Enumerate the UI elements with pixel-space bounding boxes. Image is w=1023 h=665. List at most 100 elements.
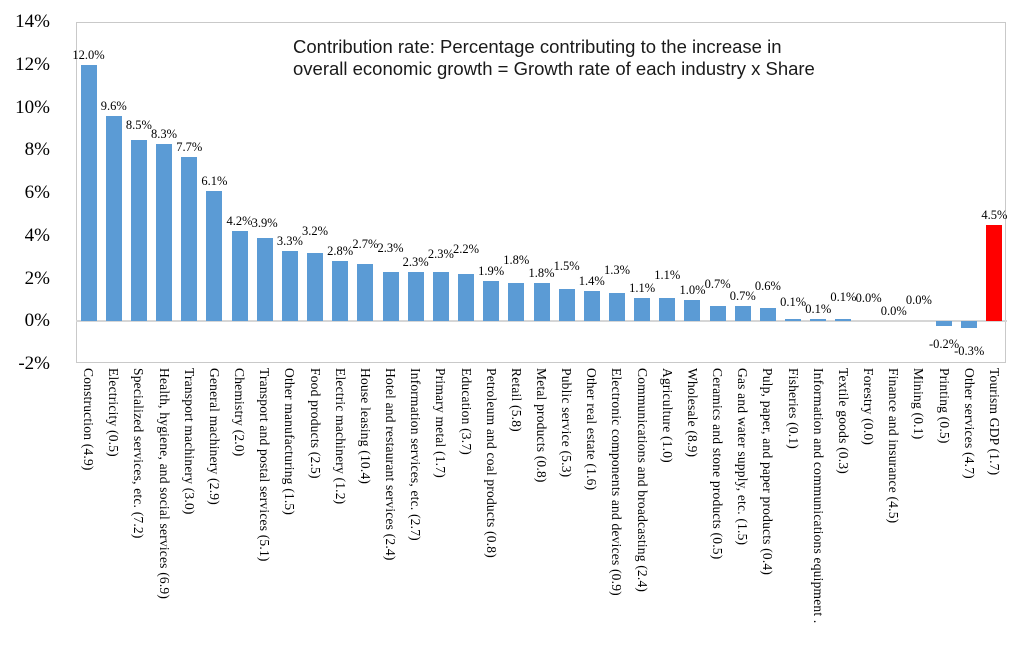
- bar: [634, 297, 651, 322]
- category-label: Information and communications equipment…: [810, 368, 826, 624]
- category-label: Education (3.7): [458, 368, 474, 455]
- y-axis-tick-label: 12%: [15, 53, 50, 75]
- bar-value-label: 4.2%: [226, 214, 253, 229]
- bar-value-label: 7.7%: [176, 139, 203, 154]
- bar-value-label: -0.3%: [954, 343, 985, 358]
- bar-value-label: 1.0%: [679, 282, 706, 297]
- category-label: Wholesale (8.9): [684, 368, 700, 458]
- bar: [181, 156, 198, 322]
- bar: [961, 321, 978, 328]
- bar-value-label: 0.0%: [880, 304, 907, 319]
- bar: [407, 272, 424, 322]
- category-label: Gas and water supply, etc. (1.5): [735, 368, 751, 546]
- bar-value-label: 0.0%: [905, 293, 932, 308]
- bar: [231, 231, 248, 322]
- y-axis-tick-label: 14%: [15, 11, 50, 32]
- bar: [105, 116, 122, 322]
- bar-value-label: 2.2%: [452, 242, 480, 257]
- bar: [835, 319, 852, 322]
- x-axis-line: [76, 320, 1007, 323]
- bar: [281, 250, 298, 322]
- bar: [256, 237, 273, 322]
- bar-value-label: 0.7%: [704, 277, 731, 292]
- bar-value-label: 0.7%: [729, 289, 756, 304]
- bar-value-label: 2.3%: [402, 255, 429, 270]
- bar: [80, 64, 97, 322]
- category-label: Textile goods (0.3): [835, 368, 851, 474]
- bar: [508, 282, 525, 322]
- category-label: Other manufacturing (1.5): [282, 368, 298, 516]
- bar: [357, 263, 374, 322]
- category-label: Transport machinery (3.0): [181, 368, 197, 515]
- category-label: Food products (2.5): [307, 368, 323, 479]
- bar-value-label: 0.0%: [855, 291, 882, 306]
- y-axis-tick-label: 8%: [24, 139, 50, 161]
- category-label: Printing (0.5): [936, 368, 952, 444]
- category-label: Petroleum and coal products (0.8): [483, 368, 499, 558]
- bar: [332, 261, 349, 322]
- category-label: Tourism GDP (1.7): [986, 368, 1002, 476]
- category-label: Electronic components and devices (0.9): [609, 368, 625, 596]
- bar: [382, 272, 399, 322]
- chart-annotation: Contribution rate: Percentage contributi…: [293, 36, 933, 79]
- category-label: Agriculture (1.0): [659, 368, 675, 463]
- y-axis-tick-label: -2%: [18, 353, 50, 374]
- category-label: Ceramics and stone products (0.5): [710, 368, 726, 560]
- bar: [810, 319, 827, 322]
- bar-value-label: 2.3%: [427, 247, 454, 262]
- bar: [608, 293, 625, 322]
- category-label: Chemistry (2.0): [232, 368, 248, 457]
- chart-annotation-line2: overall economic growth = Growth rate of…: [293, 57, 815, 79]
- category-label: Hotel and restaurant services (2.4): [383, 368, 399, 561]
- bar: [583, 291, 600, 322]
- bar-value-label: 1.4%: [578, 274, 605, 289]
- category-label: Electric machinery (1.2): [332, 368, 348, 505]
- bar: [734, 306, 751, 322]
- y-axis-tick-label: 0%: [24, 310, 50, 332]
- category-label: Mining (0.1): [911, 368, 927, 440]
- bar: [936, 321, 953, 326]
- bar: [458, 274, 474, 322]
- category-label: General machinery (2.9): [206, 368, 222, 505]
- bar: [759, 308, 776, 322]
- bar-value-label: 1.1%: [654, 267, 681, 282]
- bar-value-label: 4.5%: [981, 208, 1008, 223]
- category-label: Primary metal (1.7): [433, 368, 449, 478]
- category-label: House leasing (10.4): [357, 368, 373, 485]
- bar-value-label: 1.5%: [553, 259, 580, 274]
- bar-value-label: 1.8%: [503, 252, 530, 267]
- highlight-bar: [986, 225, 1003, 322]
- category-label: Retail (5.8): [508, 368, 524, 432]
- bar-value-label: 3.9%: [251, 215, 278, 230]
- category-label: Construction (4.9): [81, 368, 97, 471]
- category-label: Pulp, paper, and paper products (0.4): [760, 368, 776, 576]
- bar-value-label: 0.6%: [754, 279, 781, 294]
- bar: [533, 282, 550, 322]
- bar-value-label: 3.3%: [276, 233, 303, 248]
- bar-value-label: 2.7%: [352, 236, 379, 251]
- category-label: Specialized services, etc. (7.2): [131, 368, 147, 539]
- bar-value-label: 3.2%: [302, 223, 329, 238]
- bar-value-label: 1.9%: [478, 263, 505, 278]
- bar-value-label: 0.1%: [780, 295, 807, 310]
- y-axis-tick-label: 2%: [24, 267, 50, 289]
- bar: [684, 299, 701, 322]
- bar-value-label: -0.2%: [928, 336, 960, 351]
- bar-value-label: 0.1%: [830, 290, 857, 305]
- category-label: Transport and postal services (5.1): [257, 368, 273, 562]
- bar-value-label: 8.3%: [151, 126, 178, 141]
- category-label: Finance and insurance (4.5): [886, 368, 902, 524]
- bar-value-label: 12.0%: [72, 47, 105, 62]
- bar-value-label: 9.6%: [100, 99, 127, 114]
- bar-value-label: 6.1%: [201, 173, 228, 188]
- bar: [659, 297, 676, 322]
- bar-value-label: 2.8%: [327, 244, 354, 259]
- category-label: Information services, etc. (2.7): [408, 368, 424, 541]
- bar: [432, 272, 449, 322]
- category-label: Communications and broadcasting (2.4): [634, 368, 650, 593]
- bar: [130, 139, 147, 322]
- category-label: Metal products (0.8): [534, 368, 549, 483]
- bar-value-label: 2.3%: [377, 241, 404, 256]
- category-label: Fisheries (0.1): [785, 368, 801, 449]
